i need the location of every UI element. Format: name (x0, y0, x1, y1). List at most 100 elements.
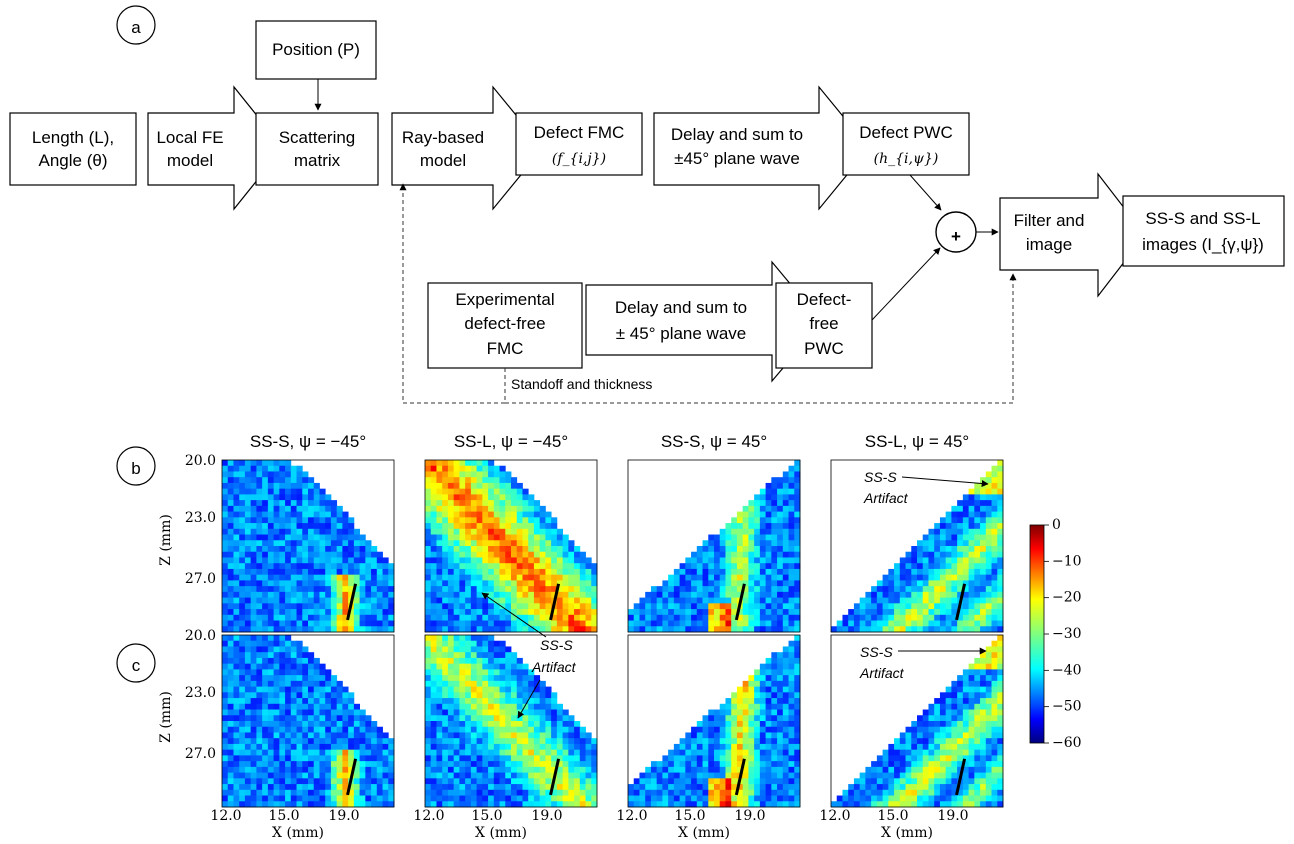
heatmap-cell (262, 715, 269, 722)
heatmap-cell (353, 749, 360, 756)
heatmap-cell (442, 580, 449, 587)
heatmap-cell (388, 586, 395, 593)
heatmap-cell (633, 614, 640, 621)
heatmap-cell (742, 686, 749, 693)
heatmap-cell (765, 732, 772, 739)
heatmap-cell (522, 709, 529, 716)
heatmap-cell (522, 663, 529, 670)
heatmap-cell (267, 635, 274, 642)
heatmap-cell (591, 766, 598, 773)
heatmap-cell (336, 766, 343, 773)
heatmap-cell (267, 620, 274, 627)
heatmap-cell (980, 597, 987, 604)
heatmap-cell (256, 743, 263, 751)
heatmap-cell (777, 591, 784, 598)
heatmap-cell (691, 784, 698, 791)
heatmap-cell (330, 772, 338, 779)
heatmap-cell (336, 546, 343, 553)
heatmap-cell (430, 477, 437, 484)
heatmap-cell (882, 772, 889, 779)
heatmap-cell (267, 680, 274, 687)
heatmap-cell (771, 505, 778, 512)
heatmap-cell (308, 721, 315, 728)
heatmap-cell (765, 580, 772, 587)
heatmap-cell (296, 609, 303, 616)
heatmap-cell (465, 528, 472, 535)
heatmap-cell (447, 586, 455, 593)
heatmap-cell (719, 597, 726, 604)
heatmap-cell (974, 709, 981, 716)
heatmap-cell (719, 551, 726, 558)
heatmap-cell (511, 546, 518, 553)
heatmap-cell (442, 749, 449, 756)
heatmap-cell (308, 692, 315, 699)
heatmap-cell (551, 523, 558, 530)
heatmap-cell (336, 709, 343, 716)
heatmap-cell (957, 738, 964, 745)
heatmap-cell (488, 709, 495, 716)
heatmap-cell (470, 482, 477, 490)
heatmap-cell (336, 523, 343, 530)
heatmap-cell (488, 620, 495, 627)
heatmap-cell (442, 738, 449, 745)
heatmap-cell (662, 795, 669, 802)
heatmap-cell (899, 580, 906, 587)
heatmap-cell (279, 778, 286, 785)
heatmap-cell (696, 586, 703, 593)
heatmap-cell (499, 517, 506, 524)
heatmap-cell (556, 743, 563, 751)
heatmap-cell (522, 772, 529, 779)
heatmap-cell (551, 626, 558, 633)
heatmap-cell (453, 721, 460, 728)
heatmap-cell (482, 663, 489, 670)
heatmap-cell (262, 755, 269, 762)
heatmap-cell (545, 517, 552, 524)
heatmap-cell (511, 721, 518, 728)
heatmap-cell (980, 591, 987, 598)
heatmap-cell (545, 603, 552, 610)
heatmap-cell (951, 784, 958, 791)
heatmap-cell (876, 620, 883, 627)
heatmap-cell (905, 586, 912, 593)
heatmap-cell (771, 692, 778, 699)
heatmap-cell (865, 591, 872, 598)
heatmap-cell (980, 743, 987, 751)
heatmap-cell (453, 738, 460, 745)
heatmap-cell (539, 505, 546, 512)
heatmap-cell (771, 586, 778, 593)
heatmap-c-2 (424, 634, 598, 808)
heatmap-cell (777, 652, 784, 659)
heatmap-cell (679, 795, 686, 802)
heatmap-cell (465, 511, 472, 518)
heatmap-cell (759, 795, 766, 802)
heatmap-cell (470, 789, 477, 796)
heatmap-cell (505, 528, 512, 535)
heatmap-cell (285, 620, 292, 627)
heatmap-cell (476, 709, 483, 716)
heatmap-cell (382, 789, 389, 796)
heatmap-cell (765, 597, 772, 604)
heatmap-cell (777, 568, 784, 576)
heatmap-cell (962, 603, 969, 610)
heatmap-cell (505, 721, 512, 728)
heatmap-cell (359, 709, 366, 716)
heatmap-cell (934, 574, 941, 581)
heatmap-cell (244, 551, 252, 558)
heatmap-cell (668, 766, 675, 773)
heatmap-cell (453, 726, 460, 733)
heatmap-cell (968, 517, 975, 524)
heatmap-cell (511, 669, 518, 676)
heatmap-cell (894, 795, 901, 802)
heatmap-cell (273, 574, 280, 581)
heatmap-cell (528, 772, 535, 779)
heatmap-cell (673, 761, 680, 768)
heatmap-cell (788, 534, 795, 541)
heatmap-cell (516, 721, 523, 728)
heatmap-cell (365, 551, 372, 558)
heatmap-cell (476, 471, 483, 478)
heatmap-cell (882, 580, 889, 587)
heatmap-cell (928, 738, 935, 745)
heatmap-cell (442, 597, 449, 604)
heatmap-cell (759, 511, 766, 518)
heatmap-cell (928, 749, 935, 756)
